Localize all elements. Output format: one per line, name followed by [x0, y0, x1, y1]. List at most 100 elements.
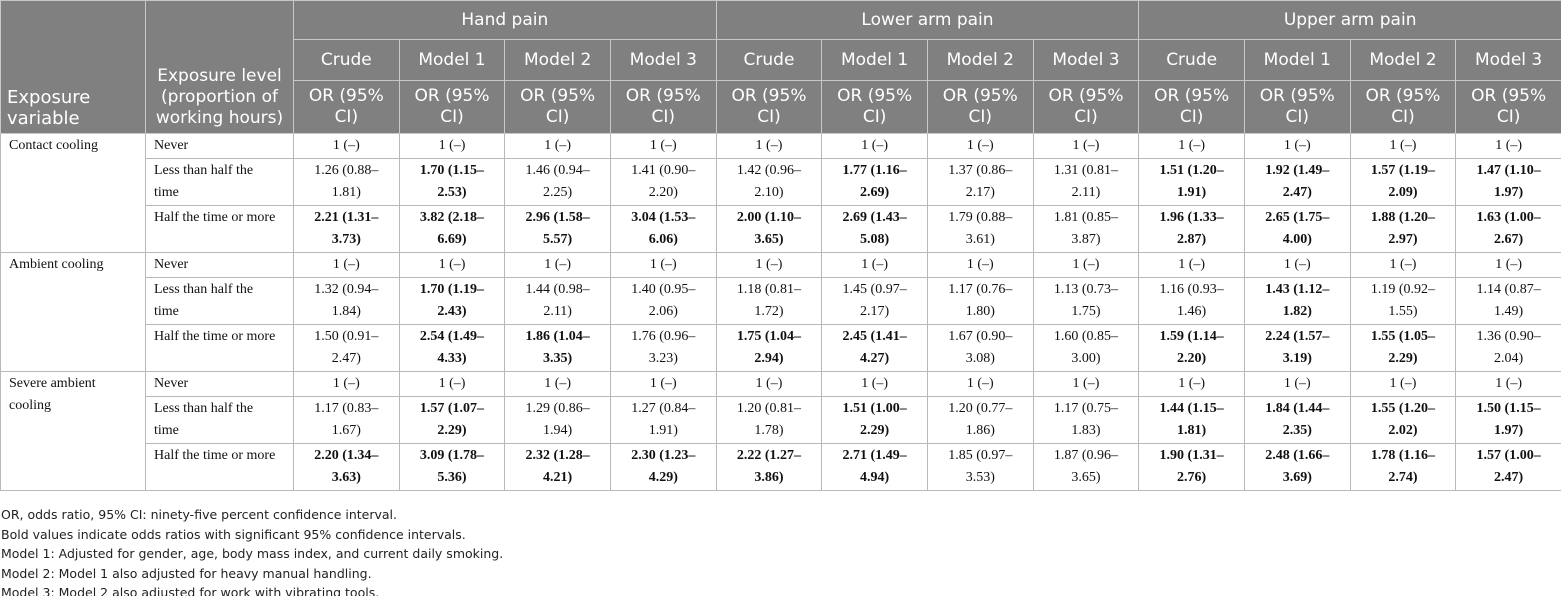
- or-cell: 3.82 (2.18–6.69): [398, 205, 506, 253]
- or-cell: 1 (–): [926, 133, 1034, 159]
- or-cell: 2.45 (1.41–4.27): [821, 324, 928, 372]
- column-header: Model 1: [821, 39, 928, 81]
- footnote: Model 2: Model 1 also adjusted for heavy…: [1, 565, 372, 581]
- table-header: Exposure variable Exposure level (proport…: [0, 0, 1561, 134]
- footnote: OR, odds ratio, 95% CI: ninety-five perc…: [1, 507, 398, 522]
- or-cell: 2.20 (1.34–3.63): [293, 443, 400, 491]
- or-cell: 1.16 (0.93–1.46): [1138, 277, 1245, 325]
- table-row: Half the time or more 2.21 (1.31–3.73) 3.8…: [1, 205, 1561, 253]
- or-cell: 1.27 (0.84–1.91): [609, 396, 717, 444]
- or-cell: 1.88 (1.20–2.97): [1349, 205, 1457, 253]
- exposure-variable: Contact cooling: [0, 133, 146, 253]
- table-row: Less than half the time 1.26 (0.88–1.81) 1…: [1, 158, 1561, 206]
- or-cell: 1 (–): [398, 252, 506, 278]
- or-cell: 1.60 (0.85–3.00): [1032, 324, 1140, 372]
- or-cell: 1.47 (1.10–1.97): [1455, 158, 1561, 206]
- or-cell: 1.17 (0.75–1.83): [1032, 396, 1140, 444]
- or-cell: 1.51 (1.00–2.29): [821, 396, 928, 444]
- table-row: Half the time or more 2.20 (1.34–3.63) 3.0…: [1, 443, 1561, 491]
- exposure-level: Never: [145, 371, 294, 397]
- or-cell: 1.55 (1.05–2.29): [1349, 324, 1457, 372]
- or-cell: 1 (–): [821, 371, 928, 397]
- or-cell: 1 (–): [1243, 133, 1351, 159]
- or-cell: 1.32 (0.94–1.84): [293, 277, 400, 325]
- or-cell: 1.36 (0.90–2.04): [1455, 324, 1561, 372]
- or-cell: 1.92 (1.49–2.47): [1243, 158, 1351, 206]
- or-cell: 1.57 (1.07–2.29): [398, 396, 506, 444]
- or-cell: 2.96 (1.58–5.57): [504, 205, 611, 253]
- or-cell: 1.70 (1.15–2.53): [398, 158, 506, 206]
- or-cell: 2.71 (1.49–4.94): [821, 443, 928, 491]
- exposure-variable: Ambient cooling: [0, 252, 146, 372]
- column-header: Crude: [1138, 39, 1245, 81]
- stat-header: OR (95% CI): [821, 80, 928, 134]
- or-cell: 1 (–): [1349, 252, 1457, 278]
- group-header: Lower arm pain: [715, 0, 1140, 40]
- or-cell: 1 (–): [609, 252, 717, 278]
- or-cell: 2.32 (1.28–4.21): [504, 443, 611, 491]
- or-cell: 2.30 (1.23–4.29): [609, 443, 717, 491]
- or-cell: 1.13 (0.73–1.75): [1032, 277, 1140, 325]
- or-cell: 1 (–): [398, 133, 506, 159]
- exposure-level: Half the time or more: [145, 443, 294, 491]
- stat-header: OR (95% CI): [1243, 80, 1351, 134]
- or-cell: 1.19 (0.92–1.55): [1349, 277, 1457, 325]
- or-cell: 1.77 (1.16–2.69): [821, 158, 928, 206]
- table-row: Half the time or more 1.50 (0.91–2.47) 2.5…: [1, 324, 1561, 372]
- column-header: Model 2: [504, 39, 611, 81]
- or-cell: 1.20 (0.77–1.86): [926, 396, 1034, 444]
- or-cell: 1 (–): [293, 371, 400, 397]
- column-header: Model 1: [398, 39, 506, 81]
- or-cell: 1.67 (0.90–3.08): [926, 324, 1034, 372]
- stat-header: OR (95% CI): [1349, 80, 1457, 134]
- or-cell: 1.44 (0.98–2.11): [504, 277, 611, 325]
- or-cell: 1 (–): [293, 133, 400, 159]
- stat-header: OR (95% CI): [1138, 80, 1245, 134]
- header-cell: Exposure level (proportion of working ho…: [145, 0, 294, 134]
- group-header: Upper arm pain: [1138, 0, 1561, 40]
- or-cell: 1 (–): [821, 133, 928, 159]
- or-cell: 1.50 (1.15–1.97): [1455, 396, 1561, 444]
- group-header: Hand pain: [293, 0, 717, 40]
- exposure-level: Half the time or more: [145, 205, 294, 253]
- or-cell: 1 (–): [609, 371, 717, 397]
- table-row: Severe ambient cooling Never 1 (–) 1 (–) 1 (…: [0, 371, 1561, 491]
- or-cell: 1 (–): [1032, 371, 1140, 397]
- or-cell: 2.21 (1.31–3.73): [293, 205, 400, 253]
- stat-header: OR (95% CI): [715, 80, 823, 134]
- column-header: Model 1: [1243, 39, 1351, 81]
- column-header: Model 3: [1455, 39, 1561, 81]
- or-cell: 1.57 (1.00–2.47): [1455, 443, 1561, 491]
- stat-header: OR (95% CI): [926, 80, 1034, 134]
- or-cell: 1.84 (1.44–2.35): [1243, 396, 1351, 444]
- column-header: Model 2: [926, 39, 1034, 81]
- or-cell: 1 (–): [1243, 371, 1351, 397]
- or-cell: 1.79 (0.88–3.61): [926, 205, 1034, 253]
- or-cell: 1 (–): [715, 371, 823, 397]
- or-cell: 1 (–): [398, 371, 506, 397]
- or-cell: 1 (–): [715, 133, 823, 159]
- footnote: Bold values indicate odds ratios with si…: [1, 526, 466, 542]
- or-cell: 1.81 (0.85–3.87): [1032, 205, 1140, 253]
- or-cell: 1.46 (0.94–2.25): [504, 158, 611, 206]
- table-row: Ambient cooling Never 1 (–) 1 (–) 1 (–) 1 (–)…: [0, 252, 1561, 372]
- or-cell: 1 (–): [504, 252, 611, 278]
- or-cell: 1 (–): [1032, 133, 1140, 159]
- stat-header: OR (95% CI): [1032, 80, 1140, 134]
- exposure-level: Less than half the time: [145, 277, 294, 325]
- column-header: Model 3: [1032, 39, 1140, 81]
- or-cell: 1.29 (0.86–1.94): [504, 396, 611, 444]
- footnote: Model 1: Adjusted for gender, age, body …: [1, 546, 504, 561]
- or-cell: 1.17 (0.83–1.67): [293, 396, 400, 444]
- or-cell: 1.86 (1.04–3.35): [504, 324, 611, 372]
- or-cell: 1.42 (0.96–2.10): [715, 158, 823, 206]
- column-header: Crude: [293, 39, 400, 81]
- or-cell: 1.59 (1.14–2.20): [1138, 324, 1245, 372]
- or-cell: 1.85 (0.97–3.53): [926, 443, 1034, 491]
- or-cell: 1 (–): [926, 371, 1034, 397]
- or-cell: 3.09 (1.78–5.36): [398, 443, 506, 491]
- or-cell: 2.48 (1.66–3.69): [1243, 443, 1351, 491]
- or-cell: 1 (–): [1243, 252, 1351, 278]
- or-cell: 1.31 (0.81–2.11): [1032, 158, 1140, 206]
